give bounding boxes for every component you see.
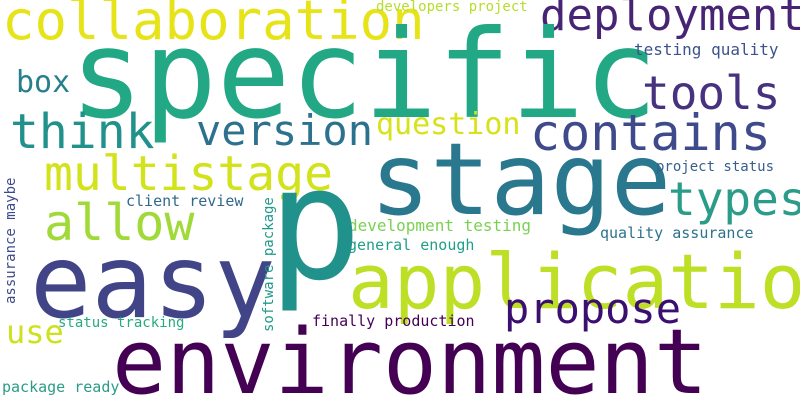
word-think: think — [10, 104, 155, 160]
word-general-enough: general enough — [348, 236, 475, 254]
word-application: application — [348, 237, 800, 326]
word-specific: specific — [70, 4, 658, 146]
word-environment: environment — [112, 310, 709, 400]
word-tools: tools — [642, 66, 781, 120]
word-p: p — [268, 133, 362, 315]
word-package-ready: package ready — [2, 378, 120, 396]
word-version: version — [196, 106, 374, 155]
word-types: types — [668, 172, 800, 226]
word-easy: easy — [30, 223, 276, 342]
word-development-testing: development testing — [348, 216, 532, 235]
word-software-package: software package — [261, 197, 277, 332]
word-contains: contains — [530, 104, 771, 162]
word-client-review: client review — [126, 192, 244, 210]
word-testing-quality: testing quality — [634, 40, 779, 59]
word-multistage: multistage — [44, 146, 333, 202]
word-use: use — [6, 313, 64, 351]
word-box: box — [16, 65, 71, 100]
word-assurance-maybe: assurance maybe — [3, 177, 19, 304]
word-stage: stage — [370, 121, 672, 238]
word-quality-assurance: quality assurance — [600, 224, 754, 242]
word-allow: allow — [44, 194, 195, 252]
word-propose: propose — [504, 284, 682, 333]
word-collaboration: collaboration — [2, 0, 425, 52]
word-finally-production: finally production — [312, 312, 475, 330]
word-question: question — [376, 107, 521, 142]
word-developers-project: developers project — [376, 0, 528, 15]
word-project-status: project status — [656, 159, 775, 175]
word-status-tracking: status tracking — [58, 315, 185, 331]
word-deployment: deployment — [540, 0, 800, 41]
